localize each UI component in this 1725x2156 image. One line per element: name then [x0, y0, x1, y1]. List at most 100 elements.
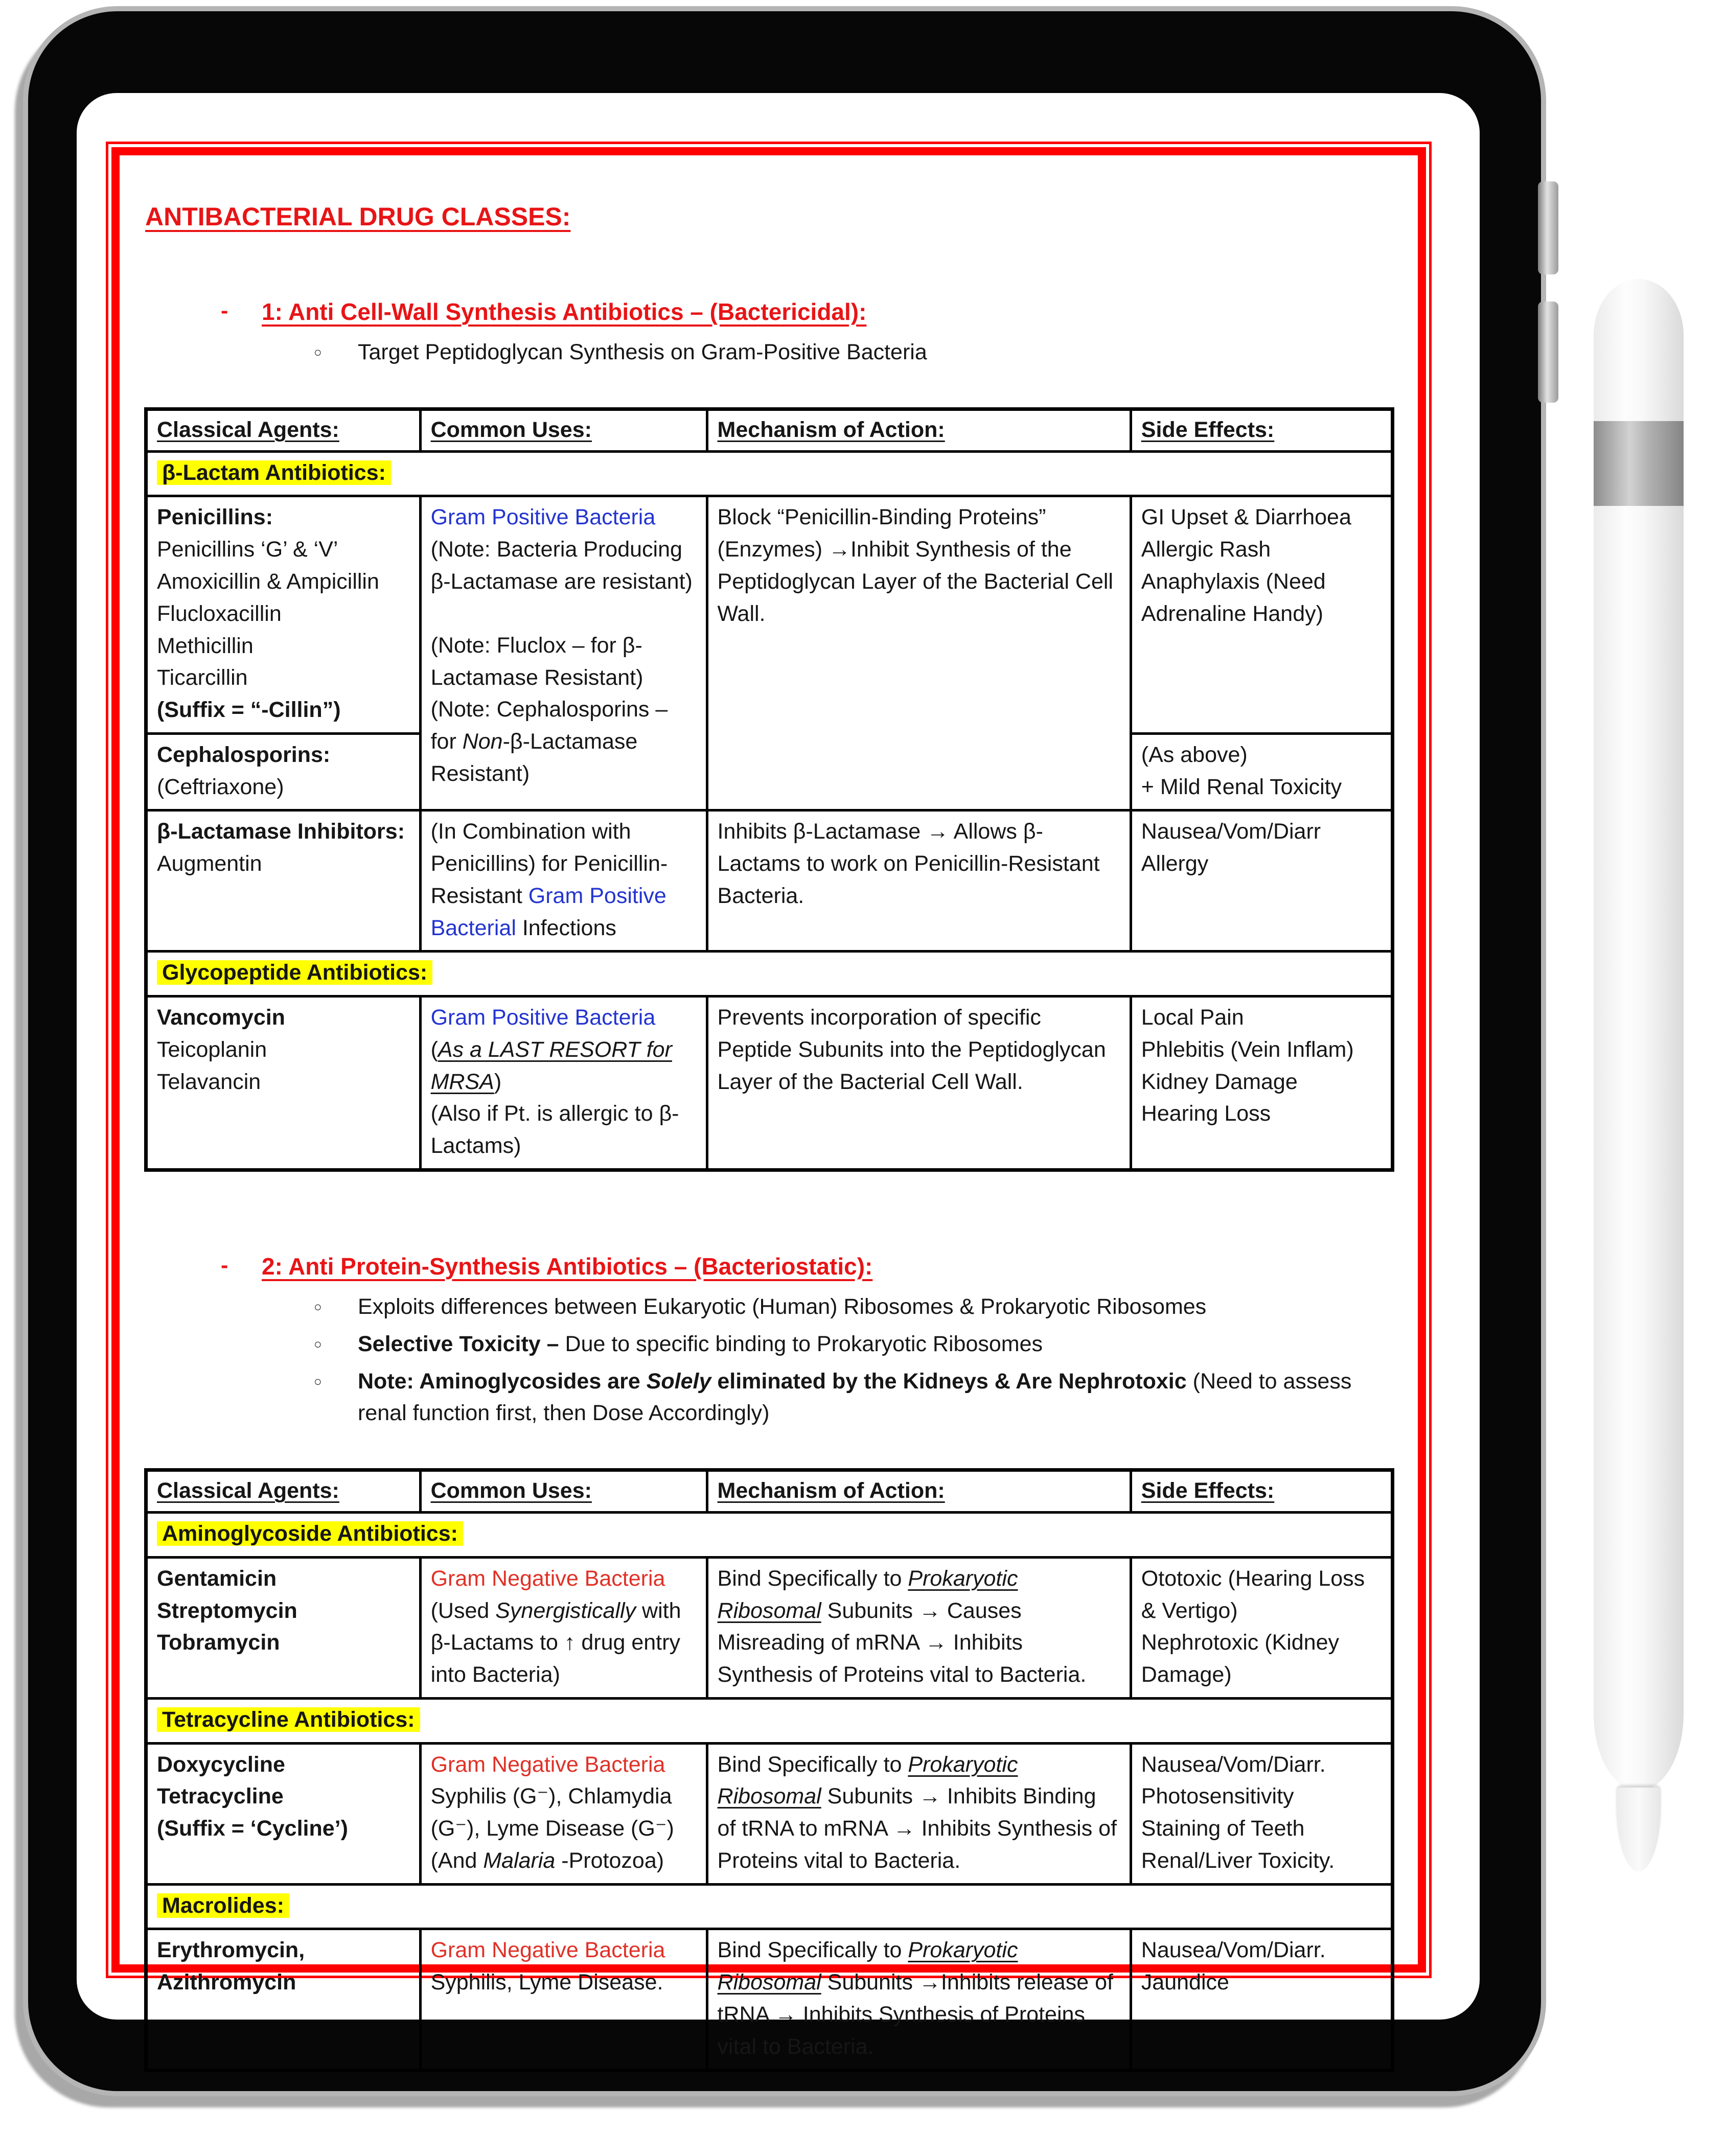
page-title: ANTIBACTERIAL DRUG CLASSES:: [145, 202, 571, 231]
header-label: Common Uses:: [430, 417, 592, 442]
dash-bullet-marker: -: [221, 298, 228, 323]
document-content: ANTIBACTERIAL DRUG CLASSES: - 1: Anti Ce…: [120, 155, 1418, 2073]
uses-part: with β-Lactams to ↑ drug entry into Bact…: [430, 1598, 681, 1687]
circle-bullet-marker: ○: [314, 344, 322, 360]
table-row-cephalosporins: Cephalosporins: (Ceftriaxone) (As above)…: [145, 732, 1394, 812]
header-common-uses: Common Uses:: [419, 407, 708, 453]
band-row-tetracycline: Tetracycline Antibiotics:: [145, 1697, 1394, 1745]
agent-line: Doxycycline: [157, 1752, 285, 1777]
side-effect: Photosensitivity: [1141, 1784, 1294, 1809]
cell-side-effects: Nausea/Vom/Diarr. Jaundice: [1129, 1928, 1394, 2072]
section-2-bullet-3: ○ Note: Aminoglycosides are Solely elimi…: [314, 1365, 1394, 1430]
side-effect: Allergic Rash: [1141, 537, 1271, 562]
band-cell: Aminoglycoside Antibiotics:: [145, 1511, 1394, 1559]
uses-part: (And: [430, 1848, 484, 1873]
cell-side-effects: GI Upset & Diarrhoea Allergic Rash Anaph…: [1129, 495, 1394, 735]
agent-line: Streptomycin: [157, 1598, 297, 1623]
uses-target: Gram Negative Bacteria: [430, 1938, 665, 1963]
cell-common-uses: Gram Negative Bacteria (Used Synergistic…: [419, 1556, 708, 1700]
stylus: [1594, 279, 1684, 1879]
header-mechanism: Mechanism of Action:: [705, 1469, 1132, 1514]
agent-line: Telavancin: [157, 1069, 261, 1094]
mech-part: Subunits →Inhibits release of tRNA → Inh…: [717, 1970, 1113, 2059]
table-header-row: Classical Agents: Common Uses: Mechanism…: [145, 407, 1394, 453]
volume-down-button: [1538, 302, 1558, 403]
bullet-text: Exploits differences between Eukaryotic …: [358, 1294, 1207, 1319]
side-effect: Nausea/Vom/Diarr.: [1141, 1938, 1326, 1963]
table-row-beta-lactamase-inhibitors: β-Lactamase Inhibitors: Augmentin (In Co…: [145, 809, 1394, 953]
side-effect: Nephrotoxic (Kidney Damage): [1141, 1630, 1339, 1687]
cell-common-uses: Gram Negative Bacteria Syphilis (G⁻), Ch…: [419, 1742, 708, 1886]
agent-suffix-note: (Suffix = “-Cillin”): [157, 698, 341, 723]
header-label: Side Effects:: [1141, 1478, 1275, 1503]
side-effect: (As above): [1141, 742, 1248, 767]
band-cell: Glycopeptide Antibiotics:: [145, 950, 1394, 998]
stylus-body: [1594, 279, 1684, 1791]
agent-line: Penicillins ‘G’ & ‘V’: [157, 537, 338, 562]
stylus-tip: [1617, 1788, 1661, 1871]
cell-agents: Cephalosporins: (Ceftriaxone): [145, 732, 422, 812]
cell-side-effects: Nausea/Vom/Diarr Allergy: [1129, 809, 1394, 953]
agent-group-title: Cephalosporins:: [157, 742, 331, 767]
mechanism-text: Bind Specifically to Prokaryotic Ribosom…: [718, 1749, 1120, 1877]
section-gap: [144, 1434, 1394, 1468]
section-2-bullet-1: ○ Exploits differences between Eukaryoti…: [314, 1291, 1394, 1323]
uses-italic-part: Synergistically: [495, 1598, 636, 1623]
uses-note: (As a LAST RESORT for MRSA): [431, 1034, 697, 1098]
side-effect: Allergy: [1141, 851, 1209, 876]
uses-part: (Used: [430, 1598, 496, 1623]
header-label: Common Uses:: [430, 1478, 592, 1503]
agent-line: Methicillin: [157, 633, 254, 658]
cell-mechanism: Prevents incorporation of specific Pepti…: [705, 995, 1132, 1171]
cell-common-uses: Gram Negative Bacteria Syphilis, Lyme Di…: [419, 1928, 708, 2072]
uses-part: ): [494, 1069, 502, 1094]
cell-side-effects: Nausea/Vom/Diarr. Photosensitivity Stain…: [1129, 1742, 1394, 1886]
agent-line: Ticarcillin: [157, 665, 248, 690]
side-effect: Jaundice: [1141, 1970, 1229, 1995]
band-cell: Tetracycline Antibiotics:: [145, 1697, 1394, 1745]
header-label: Classical Agents:: [157, 417, 339, 442]
uses-italic-part: Malaria: [483, 1848, 556, 1873]
band-label: β-Lactam Antibiotics:: [157, 460, 391, 485]
agent-suffix-note: (Suffix = ‘Cycline’): [157, 1816, 348, 1841]
cell-mechanism: Inhibits β-Lactamase → Allows β-Lactams …: [705, 809, 1132, 953]
side-effect: Renal/Liver Toxicity.: [1141, 1848, 1335, 1873]
mech-emph-part: Prokaryotic Ribosomal: [717, 1938, 1018, 1995]
side-effect: Anaphylaxis (Need Adrenaline Handy): [1141, 569, 1326, 626]
cell-agents: Doxycycline Tetracycline (Suffix = ‘Cycl…: [145, 1742, 422, 1886]
uses-note: Syphilis (G⁻), Chlamydia (G⁻), Lyme Dise…: [430, 1784, 674, 1841]
dash-bullet-marker: -: [221, 1253, 228, 1278]
band-cell: Macrolides:: [145, 1883, 1394, 1931]
cell-side-effects: (As above) + Mild Renal Toxicity: [1129, 732, 1394, 812]
uses-target: Gram Positive Bacterial: [430, 883, 666, 940]
header-classical-agents: Classical Agents:: [145, 1469, 422, 1514]
header-label: Mechanism of Action:: [717, 1478, 945, 1503]
band-cell: β-Lactam Antibiotics:: [145, 450, 1394, 498]
agent-line: Teicoplanin: [157, 1037, 267, 1062]
cell-agents: Erythromycin, Azithromycin: [145, 1928, 422, 2072]
side-effect: Ototoxic (Hearing Loss & Vertigo): [1141, 1566, 1365, 1623]
header-common-uses: Common Uses:: [419, 1469, 708, 1514]
cell-common-uses: Gram Positive Bacteria (As a LAST RESORT…: [419, 995, 708, 1171]
circle-bullet-marker: ○: [314, 1299, 322, 1315]
mech-part: Bind Specifically to: [717, 1566, 908, 1591]
uses-note: (Note: Cephalosporins – for Non-β-Lactam…: [431, 693, 697, 790]
table-row-tetracyclines: Doxycycline Tetracycline (Suffix = ‘Cycl…: [145, 1742, 1394, 1886]
band-label: Aminoglycoside Antibiotics:: [157, 1521, 463, 1546]
uses-note-part: (Note: Cephalosporins – for: [430, 697, 668, 754]
table-row-aminoglycosides: Gentamicin Streptomycin Tobramycin Gram …: [145, 1556, 1394, 1700]
cell-mechanism: Bind Specifically to Prokaryotic Ribosom…: [705, 1928, 1132, 2072]
uses-part: (: [430, 1037, 438, 1062]
bullet-part: Due to specific binding to Prokaryotic R…: [559, 1331, 1043, 1356]
cell-agents: β-Lactamase Inhibitors: Augmentin: [145, 809, 422, 953]
uses-part: Infections: [516, 915, 616, 940]
mechanism-text: Bind Specifically to Prokaryotic Ribosom…: [718, 1563, 1120, 1691]
bullet-bold-part: Note: Aminoglycosides are: [358, 1369, 647, 1394]
section-2-heading: 2: Anti Protein-Synthesis Antibiotics – …: [262, 1253, 873, 1280]
protein-synthesis-antibiotics-table: Classical Agents: Common Uses: Mechanism…: [144, 1468, 1394, 2073]
table-row-vancomycin: Vancomycin Teicoplanin Telavancin Gram P…: [145, 995, 1394, 1171]
circle-bullet-marker: ○: [314, 1336, 322, 1352]
uses-note: (Used Synergistically with β-Lactams to …: [431, 1595, 697, 1691]
side-effect: + Mild Renal Toxicity: [1141, 774, 1342, 799]
blank-line: [431, 598, 697, 630]
